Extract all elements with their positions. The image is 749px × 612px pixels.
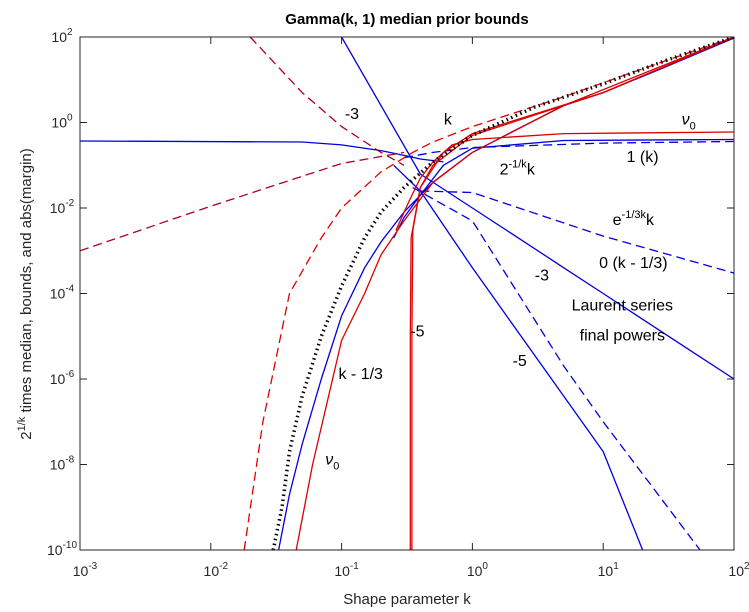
annotation: k - 1/3: [338, 366, 383, 383]
annotation: 2-1/kk: [500, 159, 536, 179]
series-line-10: [249, 37, 405, 166]
annotation-layer: -3 k ν0 2-1/kk 1 (k) e-1/3kk 0 (k - 1/3) -3 Laur…: [325, 106, 695, 472]
y-tick-label: 10-10: [47, 540, 77, 558]
annotation: 1 (k): [627, 149, 659, 166]
tick-layer: 10-3 10-2 10-1 100 101 102 10-10 10-8 10-6 10-4 10…: [47, 27, 749, 579]
series-line-4: [412, 187, 701, 550]
x-axis-label: Shape parameter k: [343, 591, 471, 608]
annotation: -5: [513, 353, 527, 370]
y-axis-label: 21/k times median, bounds, and abs(margi…: [16, 148, 35, 440]
x-tick-label: 10-1: [334, 561, 359, 579]
series-line-8: [393, 138, 734, 239]
annotation: Laurent series: [572, 298, 673, 315]
y-axis-label-main: 2: [18, 431, 35, 439]
annotation: final powers: [580, 327, 665, 344]
y-axis-label-sup: 1/k: [16, 416, 28, 431]
x-tick-label: 101: [598, 561, 620, 579]
y-tick-label: 10-4: [50, 284, 75, 302]
annotation: ν0: [325, 452, 339, 473]
annotation: -5: [410, 323, 424, 340]
y-tick-label: 10-2: [50, 198, 75, 216]
y-tick-label: 10-8: [50, 455, 75, 473]
chart-title: Gamma(k, 1) median prior bounds: [285, 11, 528, 28]
y-tick-label: 100: [51, 113, 73, 131]
y-tick-label: 10-6: [50, 369, 75, 387]
annotation: -3: [535, 268, 549, 285]
annotation: 0 (k - 1/3): [599, 255, 667, 272]
series-line-15: [409, 37, 734, 550]
series-line-9: [80, 151, 405, 252]
x-tick-label: 102: [728, 561, 749, 579]
y-tick-label: 102: [51, 27, 73, 45]
series-line-6: [403, 140, 734, 159]
x-tick-label: 100: [467, 561, 489, 579]
series-line-1: [80, 140, 444, 163]
x-tick-label: 10-2: [204, 561, 229, 579]
annotation: ν0: [682, 111, 696, 132]
annotation: k: [444, 111, 453, 128]
annotation: e-1/3kk: [613, 209, 655, 229]
y-axis-label-rest: times median, bounds, and abs(margin): [18, 148, 35, 416]
series-line-5: [420, 190, 734, 274]
series-layer: [80, 37, 734, 550]
annotation: -3: [345, 106, 359, 123]
series-line-2: [341, 37, 734, 380]
series-line-11: [243, 37, 734, 550]
x-tick-label: 10-3: [73, 561, 98, 579]
series-line-12: [295, 37, 734, 550]
